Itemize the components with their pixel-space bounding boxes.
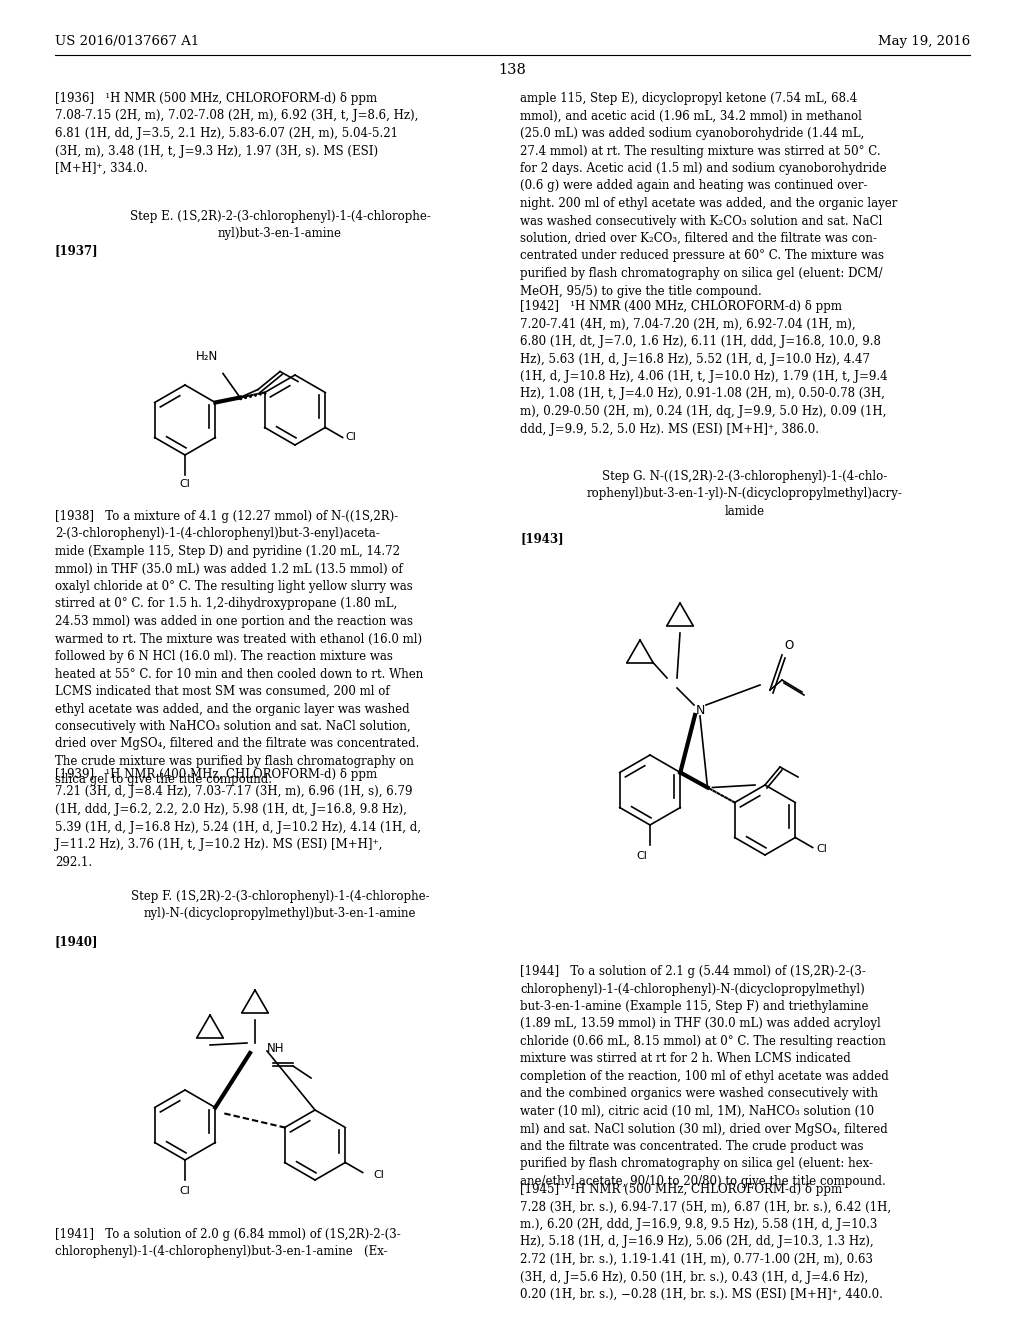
- Text: Cl: Cl: [179, 1185, 190, 1196]
- Text: Cl: Cl: [816, 843, 827, 854]
- Text: [1941]   To a solution of 2.0 g (6.84 mmol) of (1S,2R)-2-(3-
chlorophenyl)-1-(4-: [1941] To a solution of 2.0 g (6.84 mmol…: [55, 1228, 400, 1258]
- Text: [1944]   To a solution of 2.1 g (5.44 mmol) of (1S,2R)-2-(3-
chlorophenyl)-1-(4-: [1944] To a solution of 2.1 g (5.44 mmol…: [520, 965, 889, 1188]
- Text: May 19, 2016: May 19, 2016: [878, 36, 970, 49]
- Text: NH: NH: [267, 1041, 285, 1055]
- Text: Step E. (1S,2R)-2-(3-chlorophenyl)-1-(4-chlorophe-
nyl)but-3-en-1-amine: Step E. (1S,2R)-2-(3-chlorophenyl)-1-(4-…: [130, 210, 430, 240]
- Text: Step F. (1S,2R)-2-(3-chlorophenyl)-1-(4-chlorophe-
nyl)-N-(dicyclopropylmethyl)b: Step F. (1S,2R)-2-(3-chlorophenyl)-1-(4-…: [131, 890, 429, 920]
- Text: [1940]: [1940]: [55, 935, 98, 948]
- Text: [1936]   ¹H NMR (500 MHz, CHLOROFORM-d) δ ppm
7.08-7.15 (2H, m), 7.02-7.08 (2H, : [1936] ¹H NMR (500 MHz, CHLOROFORM-d) δ …: [55, 92, 419, 176]
- Text: Cl: Cl: [346, 433, 356, 442]
- Text: Cl: Cl: [373, 1170, 384, 1180]
- Text: [1945]   ¹H NMR (500 MHz, CHLOROFORM-d) δ ppm
7.28 (3H, br. s.), 6.94-7.17 (5H, : [1945] ¹H NMR (500 MHz, CHLOROFORM-d) δ …: [520, 1183, 891, 1302]
- Text: [1942]   ¹H NMR (400 MHz, CHLOROFORM-d) δ ppm
7.20-7.41 (4H, m), 7.04-7.20 (2H, : [1942] ¹H NMR (400 MHz, CHLOROFORM-d) δ …: [520, 300, 888, 436]
- Text: US 2016/0137667 A1: US 2016/0137667 A1: [55, 36, 200, 49]
- Text: O: O: [784, 639, 794, 652]
- Text: N: N: [695, 704, 705, 717]
- Text: [1938]   To a mixture of 4.1 g (12.27 mmol) of N-((1S,2R)-
2-(3-chlorophenyl)-1-: [1938] To a mixture of 4.1 g (12.27 mmol…: [55, 510, 423, 785]
- Text: Cl: Cl: [637, 851, 647, 861]
- Text: Step G. N-((1S,2R)-2-(3-chlorophenyl)-1-(4-chlo-
rophenyl)but-3-en-1-yl)-N-(dicy: Step G. N-((1S,2R)-2-(3-chlorophenyl)-1-…: [587, 470, 903, 517]
- Text: ample 115, Step E), dicyclopropyl ketone (7.54 mL, 68.4
mmol), and acetic acid (: ample 115, Step E), dicyclopropyl ketone…: [520, 92, 897, 297]
- Text: [1939]   ¹H NMR (400 MHz, CHLOROFORM-d) δ ppm
7.21 (3H, d, J=8.4 Hz), 7.03-7.17 : [1939] ¹H NMR (400 MHz, CHLOROFORM-d) δ …: [55, 768, 421, 869]
- Text: [1937]: [1937]: [55, 244, 98, 257]
- Text: Cl: Cl: [179, 479, 190, 488]
- Text: 138: 138: [498, 63, 526, 77]
- Text: H₂N: H₂N: [196, 351, 218, 363]
- Text: [1943]: [1943]: [520, 532, 563, 545]
